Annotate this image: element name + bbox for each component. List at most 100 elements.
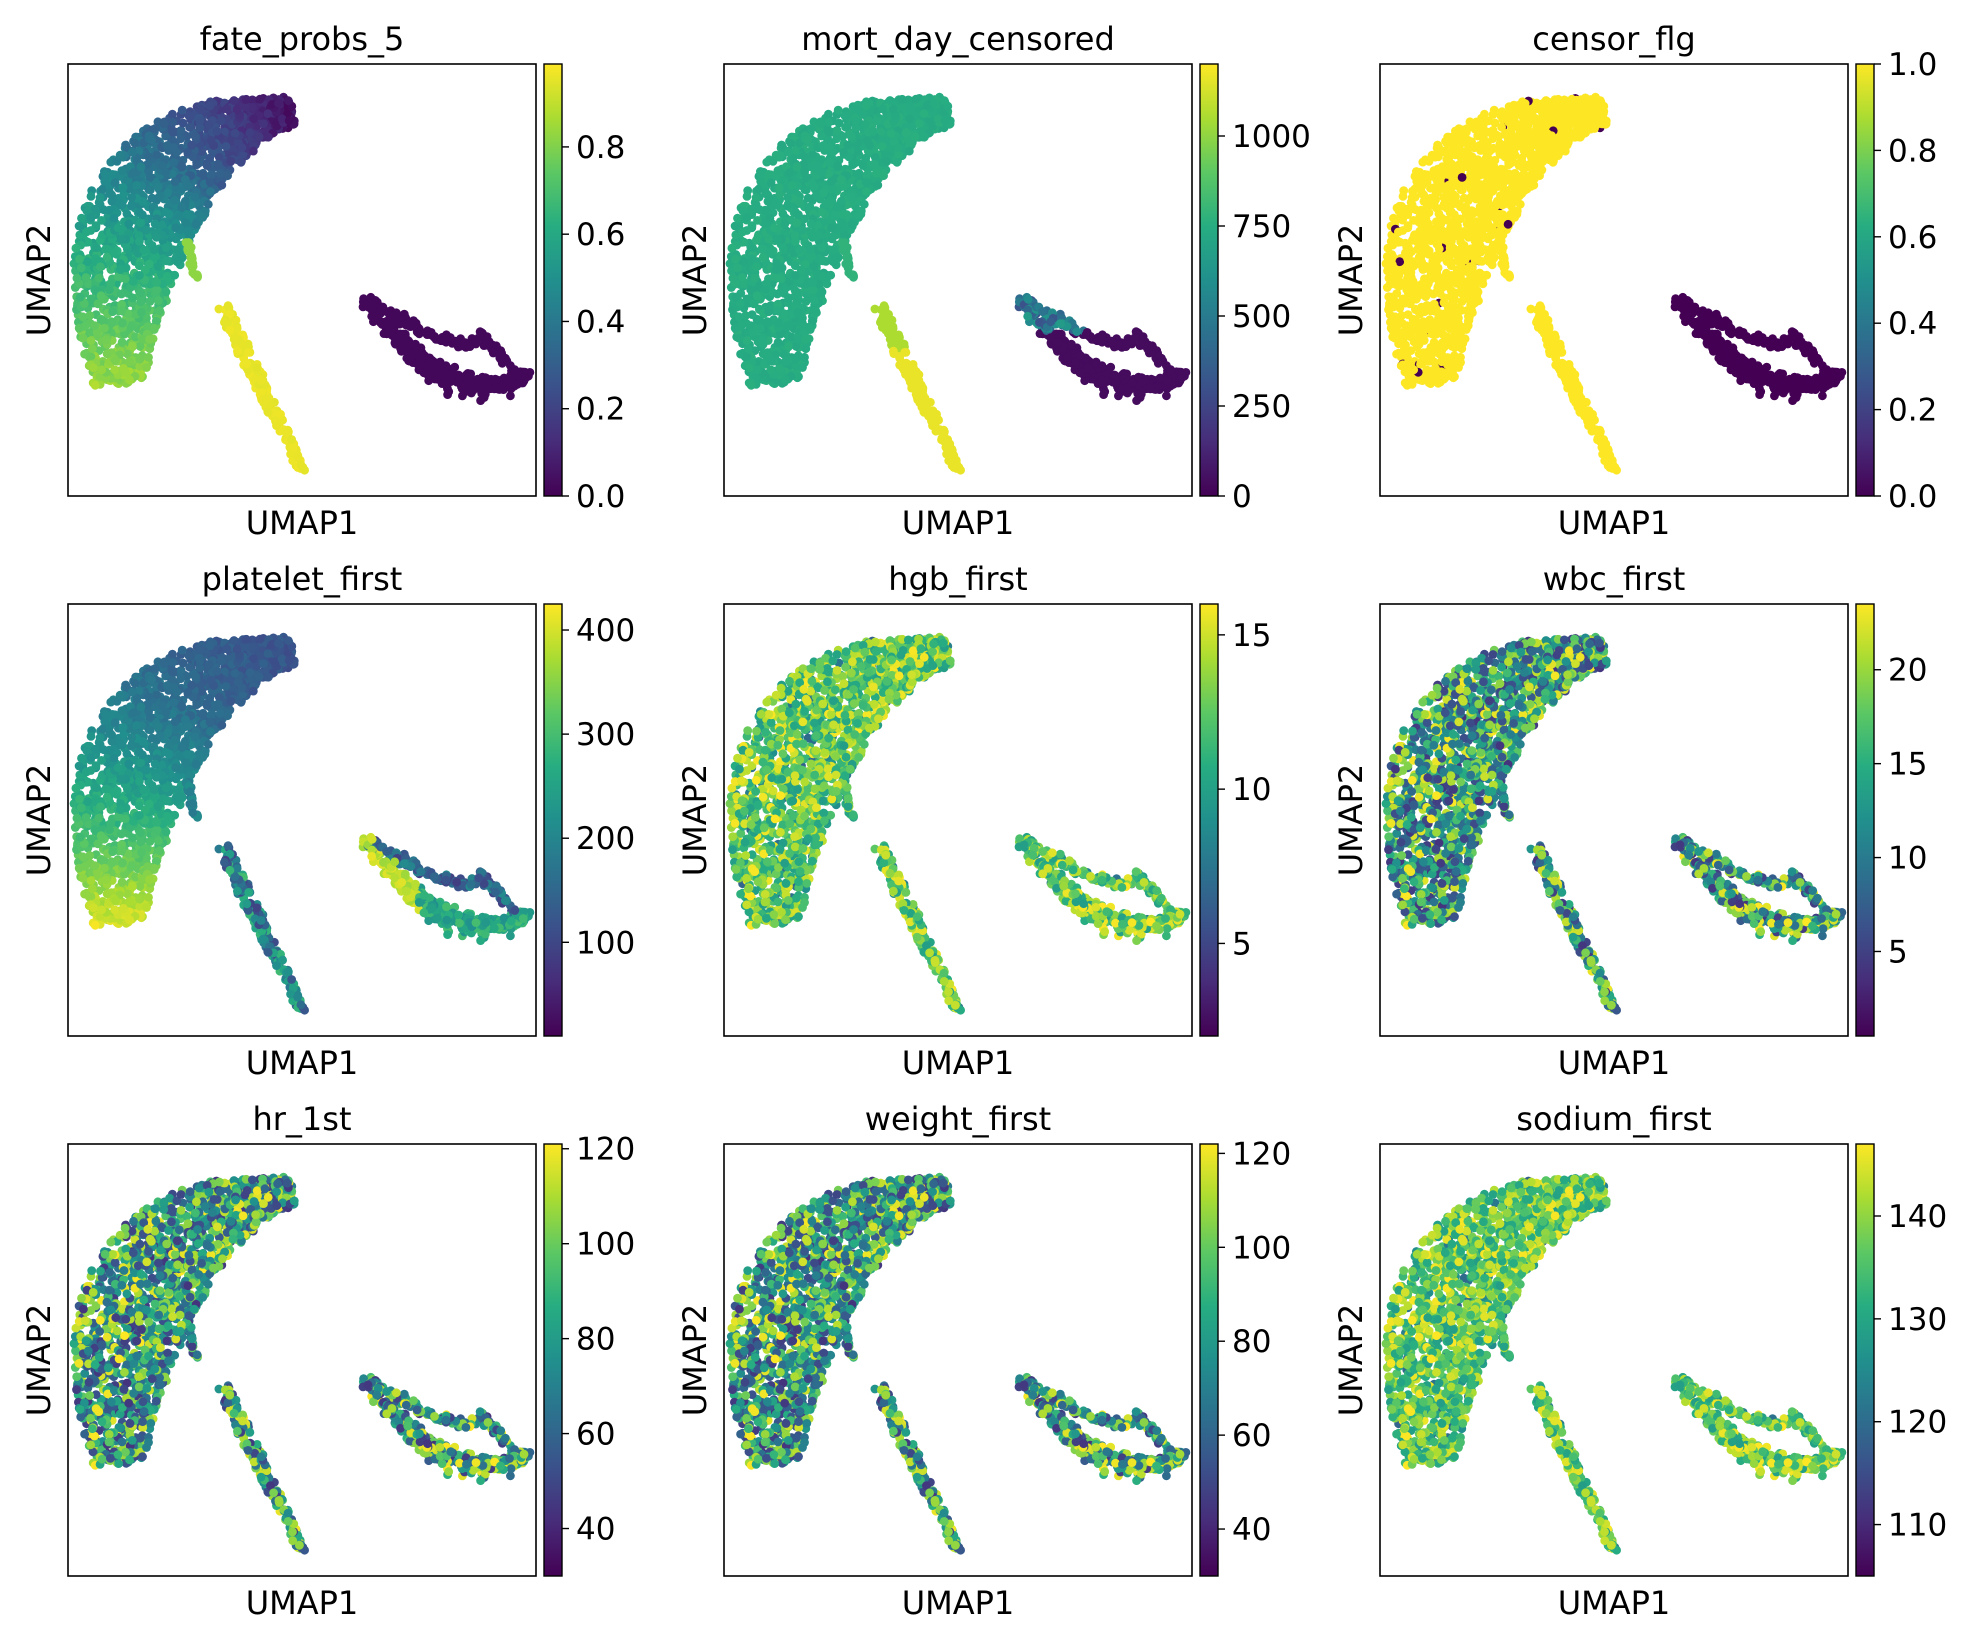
data-point bbox=[152, 278, 161, 287]
data-point bbox=[755, 205, 764, 214]
data-point bbox=[155, 306, 164, 315]
data-point bbox=[781, 357, 790, 366]
data-point bbox=[287, 435, 296, 444]
data-point bbox=[777, 141, 786, 150]
data-point bbox=[186, 247, 195, 256]
data-point bbox=[873, 181, 882, 190]
data-point bbox=[878, 142, 887, 151]
data-point bbox=[804, 194, 813, 203]
data-point bbox=[117, 306, 126, 315]
data-point bbox=[847, 132, 856, 141]
data-point bbox=[832, 134, 841, 143]
data-point bbox=[773, 290, 782, 299]
data-point bbox=[800, 353, 809, 362]
data-point bbox=[774, 319, 783, 328]
data-point bbox=[242, 95, 251, 104]
data-point bbox=[1089, 374, 1098, 383]
data-point bbox=[118, 338, 127, 347]
data-point bbox=[191, 193, 200, 202]
data-point bbox=[1137, 378, 1146, 387]
data-point bbox=[139, 246, 148, 255]
data-point bbox=[114, 223, 123, 232]
data-point bbox=[226, 326, 235, 335]
data-point bbox=[811, 306, 820, 315]
data-point bbox=[752, 193, 761, 202]
data-point bbox=[824, 118, 833, 127]
data-point bbox=[756, 324, 765, 333]
data-point bbox=[784, 293, 793, 302]
data-point bbox=[430, 332, 439, 341]
panel-fate-probs-5: fate_probs_5UMAP1UMAP20.00.20.40.60.8 bbox=[20, 20, 625, 542]
data-point bbox=[1038, 307, 1047, 316]
data-point bbox=[136, 297, 145, 306]
data-point bbox=[88, 344, 97, 353]
data-point bbox=[397, 338, 406, 347]
data-point bbox=[171, 223, 180, 232]
data-point bbox=[452, 338, 461, 347]
data-point bbox=[151, 220, 160, 229]
data-point bbox=[783, 202, 792, 211]
data-point bbox=[156, 191, 165, 200]
data-point bbox=[735, 312, 744, 321]
data-point bbox=[89, 364, 98, 373]
data-point bbox=[77, 214, 86, 223]
data-point bbox=[284, 96, 293, 105]
data-point bbox=[738, 273, 747, 282]
data-point bbox=[1023, 312, 1032, 321]
data-point bbox=[224, 301, 233, 310]
data-point bbox=[192, 160, 201, 169]
data-point bbox=[264, 408, 273, 417]
data-point bbox=[745, 364, 754, 373]
data-point bbox=[819, 272, 828, 281]
data-point bbox=[146, 186, 155, 195]
data-point bbox=[123, 209, 132, 218]
data-point bbox=[168, 128, 177, 137]
data-point bbox=[162, 288, 171, 297]
data-point bbox=[420, 351, 429, 360]
data-point bbox=[111, 356, 120, 365]
data-point bbox=[154, 296, 163, 305]
data-point bbox=[841, 111, 850, 120]
data-point bbox=[800, 152, 809, 161]
data-point bbox=[131, 139, 140, 148]
data-point bbox=[898, 95, 907, 104]
data-point bbox=[879, 105, 888, 114]
data-point bbox=[886, 96, 895, 105]
data-point bbox=[1162, 391, 1171, 400]
data-point bbox=[510, 366, 519, 375]
data-point bbox=[124, 220, 133, 229]
data-point bbox=[154, 262, 163, 271]
data-point bbox=[97, 216, 106, 225]
data-point bbox=[105, 286, 114, 295]
data-point bbox=[206, 187, 215, 196]
data-point bbox=[780, 220, 789, 229]
data-point bbox=[163, 272, 172, 281]
data-point bbox=[213, 127, 222, 136]
data-point bbox=[1053, 338, 1062, 347]
data-point bbox=[259, 119, 268, 128]
data-point bbox=[72, 244, 81, 253]
data-point bbox=[117, 235, 126, 244]
data-point bbox=[400, 319, 409, 328]
data-point bbox=[1157, 356, 1166, 365]
data-point bbox=[761, 286, 770, 295]
data-point bbox=[764, 318, 773, 327]
data-point bbox=[848, 160, 857, 169]
data-point bbox=[481, 378, 490, 387]
data-point bbox=[227, 157, 236, 166]
data-point bbox=[118, 166, 127, 175]
data-point bbox=[802, 173, 811, 182]
data-point bbox=[1098, 362, 1107, 371]
colorbar bbox=[1200, 64, 1218, 496]
data-point bbox=[87, 213, 96, 222]
data-point bbox=[284, 427, 293, 436]
data-point bbox=[91, 381, 100, 390]
data-point bbox=[818, 243, 827, 252]
data-point bbox=[839, 210, 848, 219]
data-point bbox=[121, 275, 130, 284]
data-point bbox=[264, 133, 273, 142]
data-point bbox=[862, 102, 871, 111]
data-point bbox=[183, 210, 192, 219]
data-point bbox=[368, 295, 377, 304]
data-point bbox=[191, 132, 200, 141]
